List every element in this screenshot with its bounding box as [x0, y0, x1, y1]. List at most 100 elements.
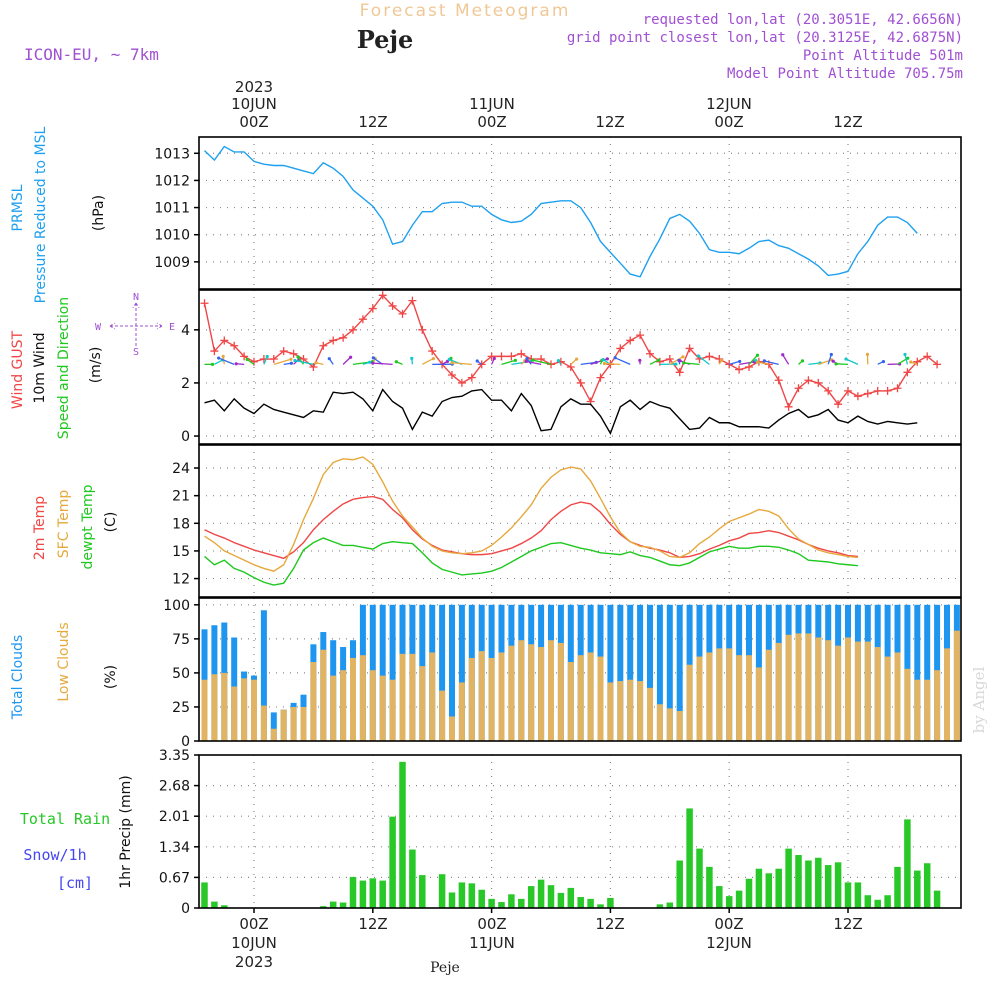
wind-direction-arrow: [827, 354, 832, 365]
gust-marker: [784, 402, 793, 411]
gust-marker: [378, 291, 387, 300]
low-cloud-bar: [815, 637, 822, 741]
rain-bar: [329, 901, 337, 908]
gust-marker: [349, 325, 357, 334]
wind-arrow-head: [265, 354, 269, 359]
low-cloud-bar: [458, 682, 465, 741]
model-label: ICON-EU, ~ 7km: [24, 45, 159, 64]
wind-arrow-head: [475, 359, 479, 363]
low-cloud-bar: [231, 686, 238, 741]
wind-speed-label: Speed and Direction: [56, 297, 72, 439]
wind-direction-arrow: [669, 356, 684, 365]
rain-bar: [478, 889, 485, 908]
location-title: Peje: [357, 25, 414, 54]
low-cloud-bar: [290, 706, 297, 741]
rain-bar: [834, 862, 842, 908]
gust-marker: [923, 352, 932, 361]
temp-labels: 2m Temp SFC Temp dewpt Temp (C): [32, 484, 119, 569]
low-cloud-bar: [369, 670, 376, 741]
rain-bar: [894, 866, 901, 908]
wind-arrow-head: [909, 360, 913, 364]
low-cloud-bar: [201, 679, 208, 741]
y-tick-label: 0: [181, 734, 190, 750]
total-cloud-bar: [637, 604, 644, 741]
wind-arrow-head: [513, 358, 517, 362]
total-cloud-bar: [607, 604, 614, 741]
wind-labels: Wind GUST 10m Wind Speed and Direction (…: [10, 292, 175, 439]
wind-arrow-head: [217, 356, 221, 360]
wind-direction-arrow: [218, 357, 235, 365]
series-line-sfc-temp: [204, 456, 858, 572]
rain-bar: [686, 808, 693, 908]
header-title: Forecast Meteogram: [360, 1, 571, 21]
gust-marker: [368, 304, 377, 313]
wind-direction-arrow: [757, 361, 769, 365]
gust-marker: [893, 384, 902, 393]
rain-bar: [419, 875, 426, 908]
rain-bar: [795, 855, 802, 908]
rain-bar: [735, 890, 743, 908]
gust-marker: [388, 301, 397, 310]
low-cloud-bar: [647, 687, 653, 741]
low-cloud-bar: [746, 655, 752, 741]
total-cloud-bar: [617, 604, 624, 741]
y-tick-label: 2.68: [159, 779, 190, 795]
wind-arrow-head: [831, 359, 835, 363]
rain-bar: [696, 848, 703, 908]
low-cloud-bar: [597, 656, 604, 741]
compass-s: S: [133, 347, 139, 358]
rain-bar: [864, 895, 872, 908]
wind-arrow-head: [638, 358, 642, 362]
gust-marker: [824, 386, 833, 395]
wind-unit: (m/s): [88, 347, 104, 384]
low-cloud-bar: [795, 633, 802, 741]
gust-marker: [200, 299, 209, 308]
wind-direction-arrow: [422, 358, 434, 365]
total-cloud-bar: [389, 604, 396, 741]
wind-direction-arrow: [729, 360, 740, 365]
wind-direction-arrow: [342, 356, 352, 365]
rain-bar: [379, 880, 386, 908]
rain-bar: [359, 880, 367, 908]
y-tick-label: 1013: [154, 146, 190, 162]
total-cloud-bar: [449, 604, 455, 741]
low-cloud-bar: [676, 711, 683, 741]
y-tick-label: 18: [172, 516, 190, 532]
low-cloud-bar: [429, 652, 436, 741]
wind-arrow-head: [601, 357, 605, 362]
low-cloud-bar: [854, 641, 861, 741]
rain-bar: [498, 902, 505, 908]
cloud-labels: Total Clouds Low Clouds (%): [10, 622, 119, 720]
gust-marker: [903, 368, 912, 377]
y-tick-label: 0.67: [159, 870, 190, 886]
credit-watermark: by Angel: [970, 666, 988, 733]
bottom-date-10jun: 10JUN: [231, 934, 277, 952]
y-tick-label: 4: [181, 323, 190, 339]
wind-arrow-head: [762, 359, 766, 363]
y-tick-label: 1010: [154, 228, 190, 244]
gust-marker: [616, 344, 625, 353]
low-cloud-bar: [251, 679, 257, 741]
total-cloud-bar: [914, 604, 921, 741]
rain-bar: [448, 892, 456, 908]
y-tick-label: 21: [172, 489, 190, 505]
gust-marker: [804, 376, 813, 385]
low-cloud-bar: [953, 630, 960, 741]
wind-direction-arrow: [683, 362, 700, 365]
total-cloud-bar: [666, 604, 673, 741]
low-cloud-bar: [211, 674, 218, 741]
panel-frame: [198, 754, 962, 909]
top-tick-label: 12Z: [358, 113, 387, 131]
wind-arrow-head: [410, 356, 414, 360]
top-tick-label: 12Z: [833, 113, 862, 131]
gust-marker: [774, 376, 783, 385]
compass-e: E: [169, 322, 175, 333]
low-cloud-bar: [706, 652, 713, 741]
low-cloud-bar: [874, 647, 881, 741]
gust-marker: [933, 360, 942, 369]
gust-marker: [507, 352, 516, 361]
wind-arrow-head: [674, 362, 678, 366]
rain-bar: [349, 876, 357, 908]
top-time-axis: 2023 10JUN 11JUN 12JUN 00Z 12Z 00Z 12Z 0…: [231, 78, 863, 131]
gust-marker: [517, 349, 526, 358]
